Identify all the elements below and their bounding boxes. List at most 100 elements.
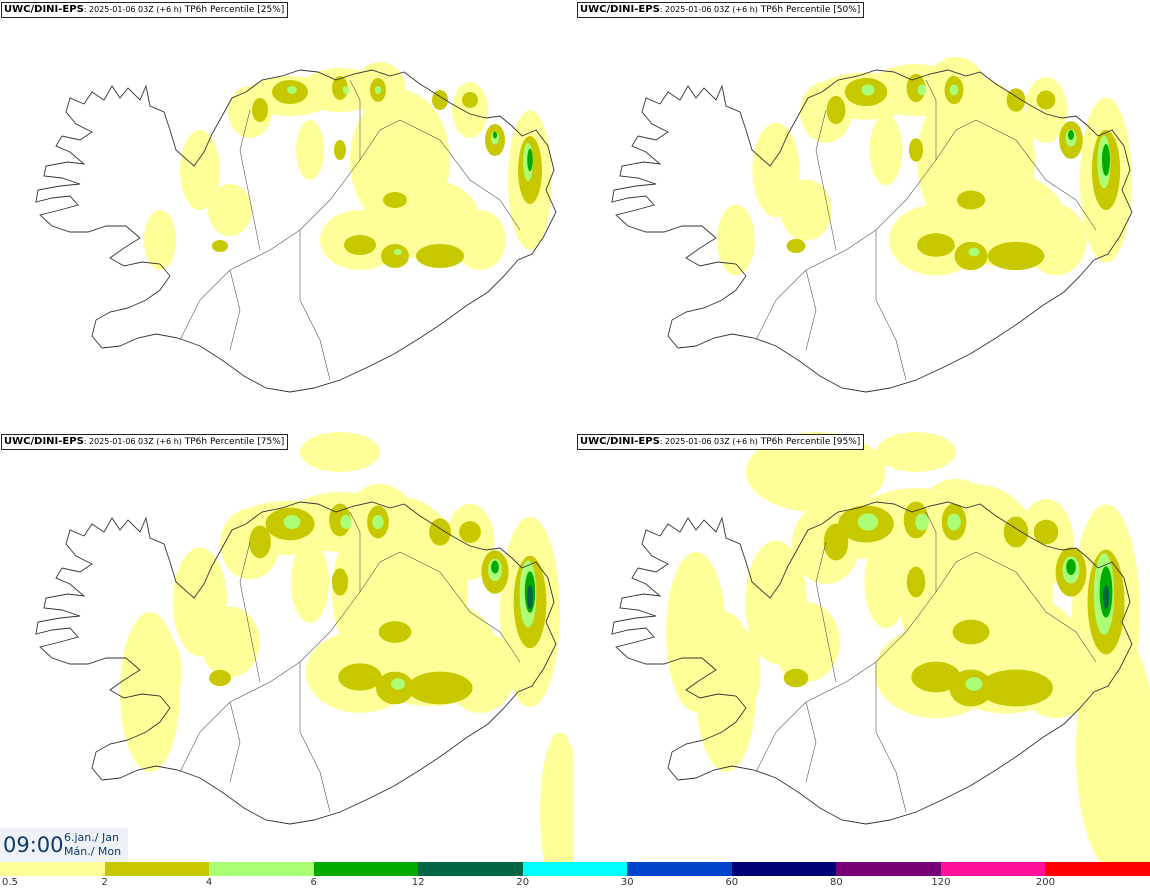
precipitation-area — [200, 606, 260, 678]
legend-label: 80 — [829, 877, 843, 888]
panel-title: UWC/DINI-EPS: 2025-01-06 03Z (+6 h) TP6h… — [1, 434, 289, 450]
boundary-line — [399, 119, 521, 231]
precipitation-area — [1076, 632, 1150, 862]
legend-label: 0.5 — [2, 877, 18, 888]
panel-title: UWC/DINI-EPS: 2025-01-06 03Z (+6 h) TP6h… — [1, 2, 289, 18]
precipitation-area — [527, 148, 533, 172]
legend-label: 2 — [101, 877, 108, 888]
precipitation-area — [383, 192, 407, 208]
precipitation-area — [416, 244, 464, 268]
legend-swatch — [522, 862, 628, 876]
legend-swatch — [418, 862, 523, 876]
precipitation-map — [611, 56, 1133, 393]
legend-swatch — [836, 862, 941, 876]
panel-title: UWC/DINI-EPS: 2025-01-06 03Z (+6 h) TP6h… — [577, 434, 865, 450]
precipitation-area — [864, 535, 908, 629]
boundary-line — [299, 230, 331, 381]
precipitation-area — [454, 210, 506, 270]
precipitation-map — [35, 432, 574, 862]
precipitation-area — [144, 210, 176, 270]
legend-label: 4 — [205, 877, 213, 888]
precipitation-area — [783, 668, 809, 688]
precipitation-area — [334, 140, 346, 160]
precipitation-area — [717, 204, 755, 276]
precipitation-area — [372, 515, 384, 529]
precipitation-area — [296, 120, 324, 180]
precipitation-area — [344, 235, 376, 255]
valid-time: 09:00 — [3, 833, 64, 857]
model-name: UWC/DINI-EPS — [580, 436, 660, 447]
precipitation-area — [374, 86, 382, 94]
model-name: UWC/DINI-EPS — [4, 436, 84, 447]
precipitation-area — [911, 661, 961, 693]
boundary-line — [239, 109, 261, 251]
precipitation-area — [786, 238, 806, 254]
precipitation-area — [947, 513, 961, 531]
precipitation-area — [209, 669, 231, 687]
precipitation-area — [340, 515, 352, 529]
precipitation-area — [527, 585, 533, 609]
precipitation-area — [249, 525, 271, 559]
precipitation-area — [462, 92, 478, 108]
legend-label: 120 — [931, 877, 951, 888]
precipitation-area — [952, 619, 990, 645]
legend-label: 60 — [725, 877, 739, 888]
boundary-line — [349, 79, 361, 160]
precipitation-area — [906, 566, 926, 598]
precipitation-area — [1003, 516, 1029, 548]
legend-swatch — [104, 862, 210, 876]
precipitation-area — [917, 233, 955, 257]
map-panel-p25: UWC/DINI-EPS: 2025-01-06 03Z (+6 h) TP6h… — [0, 0, 574, 430]
precipitation-area — [540, 732, 574, 862]
precipitation-area — [452, 82, 488, 138]
boundary-line — [975, 551, 1097, 663]
precipitation-area — [908, 138, 924, 162]
precipitation-area — [381, 244, 409, 268]
precipitation-area — [869, 114, 903, 186]
precipitation-area — [407, 671, 473, 705]
precipitation-area — [287, 86, 297, 94]
coastline — [35, 69, 557, 393]
precipitation-area — [857, 513, 879, 531]
legend-label: 200 — [1035, 877, 1055, 888]
precipitation-area — [492, 131, 498, 139]
precipitation-area — [1036, 90, 1056, 110]
precipitation-area — [394, 248, 402, 256]
precipitation-area — [180, 130, 220, 210]
legend-label: 12 — [411, 877, 425, 888]
precipitation-area — [876, 432, 956, 472]
run-info: : 2025-01-06 03Z (+6 h) — [83, 5, 182, 14]
run-info: : 2025-01-06 03Z (+6 h) — [659, 5, 758, 14]
boundary-line — [815, 109, 837, 251]
run-info: : 2025-01-06 03Z (+6 h) — [83, 437, 182, 446]
legend-swatch — [940, 862, 1046, 876]
precipitation-area — [666, 552, 726, 712]
boundary-line — [805, 701, 817, 783]
boundary-line — [875, 230, 907, 381]
run-info: : 2025-01-06 03Z (+6 h) — [659, 437, 758, 446]
product-name: TP6h Percentile [95%] — [757, 437, 861, 447]
boundary-line — [229, 701, 241, 783]
precipitation-area — [1006, 88, 1026, 112]
map-panel-p50: UWC/DINI-EPS: 2025-01-06 03Z (+6 h) TP6h… — [576, 0, 1150, 430]
legend-swatch — [209, 862, 314, 876]
coastline — [35, 501, 557, 825]
legend-swatch — [0, 862, 105, 876]
boundary-line — [925, 511, 937, 592]
precipitation-area — [956, 190, 986, 210]
precipitation-area — [378, 621, 412, 643]
legend-color-bar — [0, 862, 1150, 876]
precipitation-area — [120, 612, 180, 772]
boundary-line — [399, 551, 521, 663]
precipitation-area — [1066, 559, 1076, 575]
legend-label: 20 — [516, 877, 530, 888]
boundary-line — [875, 662, 907, 813]
boundary-line — [299, 662, 331, 813]
precipitation-area — [772, 601, 840, 683]
precipitation-area — [915, 513, 929, 531]
map-panel-p75: UWC/DINI-EPS: 2025-01-06 03Z (+6 h) TP6h… — [0, 432, 574, 862]
map-panel-p95: UWC/DINI-EPS: 2025-01-06 03Z (+6 h) TP6h… — [576, 432, 1150, 862]
precipitation-area — [780, 179, 832, 241]
precipitation-area — [432, 90, 448, 110]
panel-title: UWC/DINI-EPS: 2025-01-06 03Z (+6 h) TP6h… — [577, 2, 865, 18]
